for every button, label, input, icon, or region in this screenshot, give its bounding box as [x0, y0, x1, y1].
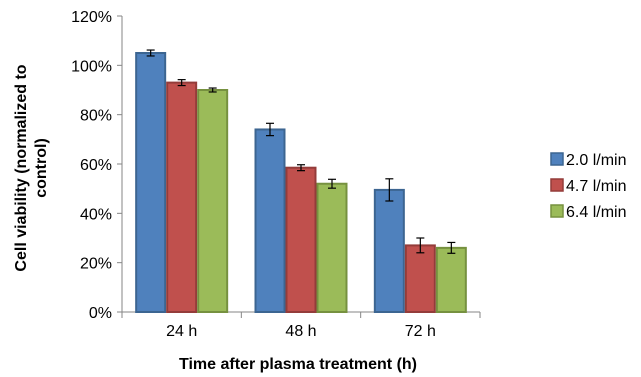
- x-tick-label: 72 h: [405, 323, 436, 340]
- legend: 2.0 l/min 4.7 l/min 6.4 l/min: [550, 152, 626, 221]
- bar: [316, 182, 348, 313]
- y-axis-title-line-2: control): [33, 138, 50, 198]
- y-axis-title: Cell viability (normalized to control): [13, 64, 50, 271]
- y-tick-label: 0%: [89, 305, 112, 322]
- y-tick-label: 40%: [80, 206, 112, 223]
- y-axis-title-line-1: Cell viability (normalized to: [13, 64, 30, 271]
- legend-label: 6.4 l/min: [566, 204, 626, 221]
- bar: [285, 166, 317, 313]
- bar: [254, 128, 286, 313]
- y-tick-label: 20%: [80, 256, 112, 273]
- legend-swatch: [550, 178, 564, 192]
- legend-swatch: [550, 204, 564, 218]
- legend-label: 4.7 l/min: [566, 178, 626, 195]
- bar: [373, 188, 405, 313]
- bar: [404, 244, 436, 313]
- legend-label: 2.0 l/min: [566, 152, 626, 169]
- plot-area: 0% 20% 40% 60% 80% 100% 120% 24 h 48 h 72 h: [71, 9, 481, 340]
- bar: [135, 52, 167, 313]
- x-tick-label: 24 h: [166, 323, 197, 340]
- y-tick-label: 100%: [71, 58, 112, 75]
- y-tick-label: 120%: [71, 9, 112, 26]
- y-tick-label: 80%: [80, 108, 112, 125]
- bar: [435, 246, 467, 313]
- x-tick-label: 48 h: [285, 323, 316, 340]
- bar: [197, 89, 229, 313]
- y-tick-label: 60%: [80, 157, 112, 174]
- bar: [166, 81, 198, 313]
- x-axis-title: Time after plasma treatment (h): [179, 356, 417, 373]
- legend-swatch: [550, 152, 564, 166]
